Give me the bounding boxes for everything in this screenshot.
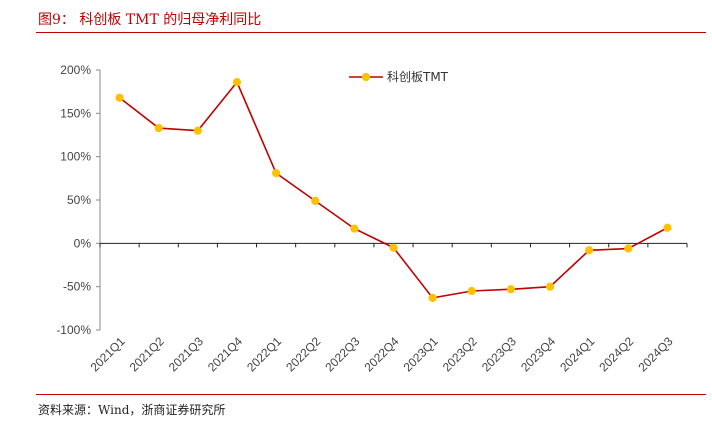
y-tick-label: 0% bbox=[74, 236, 92, 250]
x-tick-label: 2024Q3 bbox=[635, 334, 675, 374]
data-point bbox=[506, 285, 515, 294]
y-tick-label: 150% bbox=[60, 106, 91, 120]
data-point bbox=[154, 123, 163, 133]
source-note: 资料来源：Wind，浙商证券研究所 bbox=[38, 403, 226, 417]
figure-title: 图9： 科创板 TMT 的归母净利同比 bbox=[38, 12, 262, 28]
data-point bbox=[311, 196, 320, 205]
legend-marker bbox=[361, 72, 371, 82]
y-tick-label: -100% bbox=[56, 323, 91, 337]
series-line bbox=[119, 80, 668, 299]
data-point bbox=[585, 246, 594, 255]
data-point bbox=[193, 126, 202, 135]
x-tick-label: 2023Q1 bbox=[401, 334, 441, 374]
x-tick-label: 2024Q2 bbox=[596, 334, 636, 374]
x-tick-label: 2023Q2 bbox=[440, 334, 480, 374]
data-point bbox=[272, 169, 281, 178]
data-point bbox=[663, 223, 672, 232]
data-point bbox=[115, 93, 124, 102]
y-tick-label: -50% bbox=[63, 280, 91, 294]
x-tick-label: 2022Q3 bbox=[322, 334, 362, 374]
y-tick-label: 200% bbox=[60, 63, 91, 77]
data-point bbox=[545, 282, 555, 291]
x-tick-label: 2021Q4 bbox=[205, 334, 245, 374]
x-tick-label: 2022Q2 bbox=[283, 334, 323, 374]
figure-header: 图9： 科创板 TMT 的归母净利同比 bbox=[36, 6, 706, 33]
legend-label: 科创板TMT bbox=[387, 70, 449, 84]
data-point bbox=[389, 243, 398, 252]
x-tick-label: 2023Q4 bbox=[518, 334, 558, 374]
data-point bbox=[624, 244, 633, 253]
x-tick-label: 2023Q3 bbox=[479, 334, 519, 374]
data-point bbox=[350, 224, 359, 233]
y-tick-label: 100% bbox=[60, 150, 91, 164]
data-point bbox=[232, 78, 242, 87]
data-point bbox=[428, 293, 437, 303]
x-tick-label: 2024Q1 bbox=[557, 334, 597, 374]
x-tick-label: 2022Q4 bbox=[362, 334, 402, 374]
x-tick-label: 2021Q1 bbox=[88, 334, 128, 374]
x-tick-label: 2021Q2 bbox=[127, 334, 167, 374]
x-tick-label: 2022Q1 bbox=[244, 334, 284, 374]
data-point bbox=[467, 286, 476, 296]
x-tick-label: 2021Q3 bbox=[166, 334, 206, 374]
footer-divider bbox=[36, 394, 706, 395]
y-tick-label: 50% bbox=[67, 193, 91, 207]
